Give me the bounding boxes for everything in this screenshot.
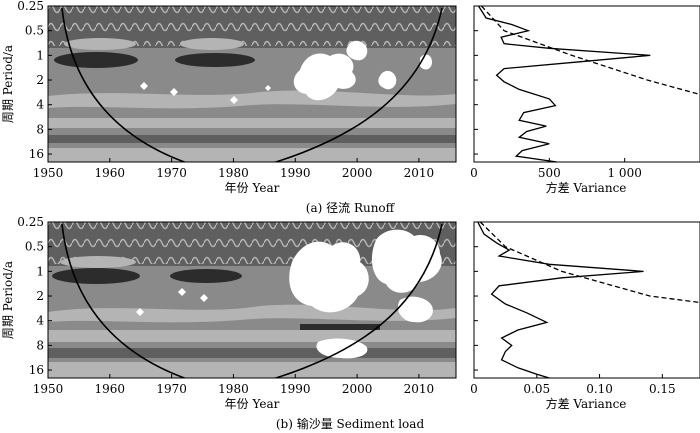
power-high-a-2 xyxy=(180,38,244,50)
y-tick-label: 0.25 xyxy=(17,0,44,13)
power-band-a-2 xyxy=(48,135,456,143)
power-high-b-1 xyxy=(60,256,136,268)
x-tick-label: 1950 xyxy=(33,382,64,396)
x-tick-label: 1980 xyxy=(218,166,249,180)
caption-a: (a) 径流 Runoff xyxy=(306,201,396,215)
power-peak-a-1 xyxy=(54,52,138,68)
variance-x-tick-label: 500 xyxy=(538,166,561,180)
power-band-b-1 xyxy=(48,330,456,342)
power-band-b-4 xyxy=(48,304,456,323)
x-tick-label: 1960 xyxy=(95,382,126,396)
variance-x-tick-label: 0 xyxy=(470,166,478,180)
variance-x-tick-label: 1 000 xyxy=(607,166,641,180)
power-max-a-3 xyxy=(378,70,397,90)
power-band-a-1 xyxy=(48,118,456,128)
coi-a xyxy=(61,7,443,162)
variance-x-tick-label: 0.05 xyxy=(523,382,550,396)
power-max-b-7 xyxy=(136,308,144,316)
y-tick-label: 0.5 xyxy=(25,24,44,38)
x-axis-label-b: 年份 Year xyxy=(225,397,280,411)
wavelet-panel-a: 1950 1960 1970 1980 1990 2000 2010 0.25 0.5 1 2 4 8… xyxy=(1,0,478,195)
x-tick-label: 1950 xyxy=(33,166,64,180)
power-max-a-6 xyxy=(140,82,148,90)
power-max-b-5 xyxy=(200,294,208,302)
variance-x-ticks-a: 0 500 1 000 xyxy=(470,158,642,180)
x-tick-label: 2010 xyxy=(404,382,435,396)
power-band-b-3 xyxy=(48,362,456,378)
significance-line xyxy=(481,5,700,96)
y-tick-label: 2 xyxy=(36,289,44,303)
y-tick-label: 2 xyxy=(36,73,44,87)
y-tick-label: 8 xyxy=(36,122,44,136)
plot-frame-a xyxy=(47,5,457,163)
power-band-a-4 xyxy=(48,90,456,109)
variance-frame-b xyxy=(473,221,700,379)
variance-x-tick-label: 0.15 xyxy=(649,382,676,396)
y-tick-label: 1 xyxy=(36,264,44,278)
x-tick-label: 2000 xyxy=(342,166,373,180)
y-tick-label: 4 xyxy=(36,314,44,328)
x-ticks-b: 1950 1960 1970 1980 1990 2000 2010 xyxy=(33,374,434,396)
y-tick-label: 16 xyxy=(29,363,44,377)
y-axis-label-a: 周期 Period/a xyxy=(1,45,15,123)
x-tick-label: 2000 xyxy=(342,382,373,396)
power-peak-b-3 xyxy=(300,324,380,330)
wavelet-panel-b: 1950 1960 1970 1980 1990 2000 2010 0.25 0.5 1 2 4 8… xyxy=(1,215,478,411)
y-tick-label: 4 xyxy=(36,98,44,112)
x-tick-label: 2010 xyxy=(404,166,435,180)
power-peak-b-2 xyxy=(170,269,242,283)
variance-x-label-b: 方差 Variance xyxy=(546,396,627,411)
power-max-b-3 xyxy=(397,296,433,323)
variance-frame-a xyxy=(473,5,700,163)
x-tick-label: 1960 xyxy=(95,166,126,180)
power-max-a-8 xyxy=(265,85,271,91)
variance-x-tick-label: 0 xyxy=(470,382,478,396)
y-ticks-b: 0.25 0.5 1 2 4 8 16 xyxy=(17,215,478,377)
x-ticks-a: 1950 1960 1970 1980 1990 2000 2010 xyxy=(33,158,434,180)
power-max-a-2 xyxy=(346,40,368,61)
power-max-a-5 xyxy=(170,88,178,96)
power-max-a-7 xyxy=(230,96,238,104)
x-tick-label: 1970 xyxy=(156,382,187,396)
coi-b xyxy=(61,223,443,378)
global-variance-line xyxy=(477,221,644,379)
plot-frame-b xyxy=(47,221,457,379)
global-variance-line xyxy=(477,5,651,163)
x-tick-label: 1990 xyxy=(280,166,311,180)
power-peak-b-1 xyxy=(52,268,140,284)
significance-line xyxy=(479,221,700,304)
y-tick-label: 1 xyxy=(36,48,44,62)
y-tick-label: 0.5 xyxy=(25,240,44,254)
caption-b: (b) 输沙量 Sediment load xyxy=(276,416,425,431)
x-axis-label-a: 年份 Year xyxy=(225,181,280,195)
variance-x-label-a: 方差 Variance xyxy=(546,180,627,195)
variance-series-a xyxy=(477,5,700,163)
y-tick-label: 8 xyxy=(36,338,44,352)
variance-series-b xyxy=(477,221,700,379)
x-tick-label: 1970 xyxy=(156,166,187,180)
variance-x-ticks-b: 0 0.05 0.10 0.15 xyxy=(470,374,676,396)
y-tick-label: 0.25 xyxy=(17,215,44,229)
power-band-b-2 xyxy=(48,348,456,358)
x-tick-label: 1990 xyxy=(280,382,311,396)
power-max-b-2 xyxy=(371,229,442,293)
power-peak-a-2 xyxy=(175,53,255,67)
power-max-b-1 xyxy=(289,241,369,313)
power-max-b-6 xyxy=(178,288,186,296)
variance-x-tick-label: 0.10 xyxy=(586,382,613,396)
y-ticks-a: 0.25 0.5 1 2 4 8 16 xyxy=(17,0,478,161)
x-tick-label: 1980 xyxy=(218,382,249,396)
power-band-a-3 xyxy=(48,148,456,162)
power-high-a-1 xyxy=(64,38,136,50)
y-tick-label: 16 xyxy=(29,147,44,161)
y-axis-label-b: 周期 Period/a xyxy=(1,261,15,339)
power-max-a-1 xyxy=(293,53,356,101)
variance-panel-b: 0 0.05 0.10 0.15 方差 Variance xyxy=(470,221,700,411)
variance-panel-a: 0 500 1 000 方差 Variance xyxy=(470,5,700,195)
